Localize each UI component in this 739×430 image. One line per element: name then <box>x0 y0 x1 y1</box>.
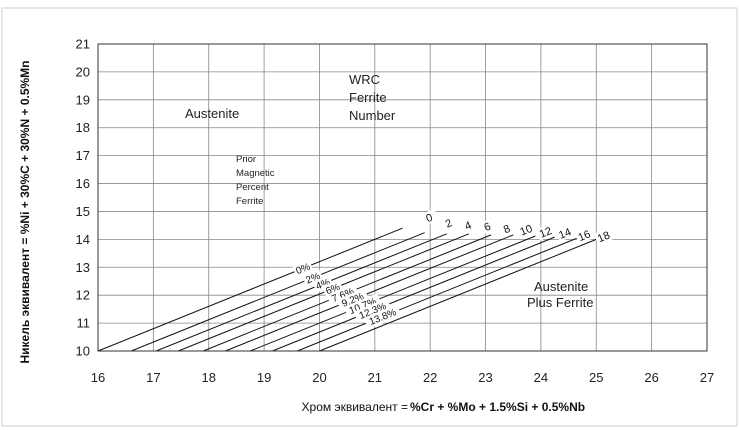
ferrite-number-label-mask <box>419 208 439 227</box>
iso-ferrite-line <box>225 234 514 352</box>
percent-ferrite-label: 0% <box>294 261 312 277</box>
x-axis-label-formula: %Cr + %Mo + 1.5%Si + 0.5%Nb <box>410 400 585 414</box>
y-tick-label: 16 <box>76 176 90 191</box>
austenite-region-label: Austenite <box>185 106 239 121</box>
iso-ferrite-line <box>97 227 403 352</box>
percent-ferrite-label-mask <box>322 279 344 298</box>
ferrite-number-label: 12 <box>538 225 554 241</box>
prior-title-line-3: Percent <box>236 182 269 193</box>
ferrite-number-label-mask <box>574 226 594 244</box>
percent-ferrite-label-mask <box>353 298 392 323</box>
y-tick-label: 12 <box>76 288 90 303</box>
x-tick-label: 24 <box>534 370 548 385</box>
prior-title-line-4: Ferrite <box>236 196 263 207</box>
x-tick-label: 27 <box>700 370 714 385</box>
x-tick-label: 18 <box>201 370 215 385</box>
ferrite-number-label-mask <box>535 223 556 241</box>
ferrite-number-label: 2 <box>444 217 454 230</box>
ferrite-number-label-mask <box>458 216 478 234</box>
iso-ferrite-line <box>297 237 578 352</box>
ferrite-number-label-mask <box>555 224 575 242</box>
plot-area-border <box>97 43 708 352</box>
x-axis-label-prefix: Хром эквивалент = <box>302 400 408 414</box>
ferrite-number-label-mask <box>438 214 459 232</box>
y-tick-label: 17 <box>76 148 90 163</box>
ferrite-number-label-mask <box>477 217 497 235</box>
ferrite-number-label-mask <box>516 221 536 239</box>
iso-ferrite-lines <box>97 227 600 352</box>
iso-ferrite-line <box>250 235 536 352</box>
y-tick-label: 10 <box>76 344 90 359</box>
prior-title-line-2: Magnetic <box>236 168 275 179</box>
y-tick-label: 21 <box>76 37 90 52</box>
x-tick-label: 20 <box>312 370 326 385</box>
ferrite-number-label: 4 <box>463 220 473 233</box>
percent-ferrite-label-mask <box>343 293 382 318</box>
x-tick-label: 16 <box>91 370 105 385</box>
austenite-plus-ferrite-label-2: Plus Ferrite <box>527 295 593 310</box>
y-tick-label: 11 <box>77 316 91 331</box>
percent-ferrite-label-mask <box>302 268 324 287</box>
ferrite-number-label: 0 <box>424 212 434 225</box>
ferrite-number-label: 16 <box>577 228 593 244</box>
y-tick-label: 20 <box>76 64 90 79</box>
y-tick-label: 13 <box>76 260 90 275</box>
iso-ferrite-line <box>155 233 447 352</box>
iso-line-labels: 00%22%44%66%87.6%109.2%1210.7%1412.3%161… <box>292 208 614 329</box>
wrc-title-line-3: Number <box>349 108 396 123</box>
x-tick-label: 26 <box>644 370 658 385</box>
percent-ferrite-label-mask <box>292 259 314 278</box>
y-tick-label: 19 <box>76 92 90 107</box>
percent-ferrite-label-mask <box>336 288 369 311</box>
iso-ferrite-line <box>178 233 470 352</box>
axis-ticks: 16 17 18 19 20 21 22 23 24 25 26 271011121314151617… <box>76 37 715 386</box>
ferrite-number-label-mask <box>496 220 517 238</box>
x-tick-label: 19 <box>257 370 271 385</box>
x-tick-label: 17 <box>146 370 160 385</box>
austenite-plus-ferrite-label-1: Austenite <box>534 279 588 294</box>
wrc-title-line-2: Ferrite <box>349 90 387 105</box>
ferrite-number-label: 6 <box>482 221 492 234</box>
ferrite-number-label: 8 <box>502 223 512 236</box>
percent-ferrite-label-mask <box>363 304 402 329</box>
x-tick-label: 22 <box>423 370 437 385</box>
x-tick-label: 25 <box>589 370 603 385</box>
percent-ferrite-label-mask <box>312 274 334 293</box>
iso-ferrite-line <box>272 236 555 352</box>
y-axis-label: Никель эквивалент = %Ni + 30%C + 30%N + … <box>18 60 32 363</box>
ferrite-number-label-mask <box>593 227 614 246</box>
ferrite-number-label: 18 <box>596 230 612 246</box>
ferrite-number-label: 14 <box>557 226 573 242</box>
y-tick-label: 15 <box>76 204 90 219</box>
y-tick-label: 18 <box>76 120 90 135</box>
x-tick-label: 23 <box>478 370 492 385</box>
x-tick-label: 21 <box>368 370 382 385</box>
ferrite-number-label: 10 <box>518 223 534 239</box>
percent-ferrite-label-mask <box>326 283 359 306</box>
chart-border <box>1 7 738 427</box>
iso-ferrite-line <box>319 237 600 352</box>
y-tick-label: 14 <box>76 232 90 247</box>
wrc-title-line-1: WRC <box>349 72 380 87</box>
prior-title-line-1: Prior <box>236 154 256 165</box>
iso-ferrite-line <box>131 232 425 352</box>
